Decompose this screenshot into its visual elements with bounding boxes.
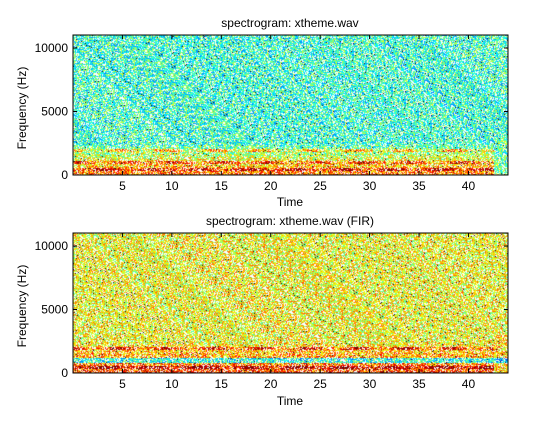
y-tick-label: 5000 bbox=[41, 303, 68, 317]
axis-ticks: 5 10 15 20 25 30 35 40 0 5000 10000 bbox=[35, 35, 508, 193]
spectrogram-image bbox=[73, 35, 508, 175]
y-tick-label: 0 bbox=[61, 168, 68, 182]
plot-frame bbox=[72, 34, 509, 176]
x-axis-label: Time bbox=[277, 394, 304, 408]
x-tick-label: 20 bbox=[264, 179, 278, 193]
y-tick-label: 10000 bbox=[35, 239, 69, 253]
chart-title: spectrogram: xtheme.wav (FIR) bbox=[206, 214, 374, 228]
x-tick-label: 10 bbox=[165, 179, 179, 193]
x-tick-label: 30 bbox=[363, 179, 377, 193]
x-axis-label: Time bbox=[277, 195, 304, 209]
spectrogram-panel-bottom: spectrogram: xtheme.wav (FIR) 5 10 15 20 25 3… bbox=[15, 214, 509, 408]
x-tick-label: 20 bbox=[264, 377, 278, 391]
y-tick-label: 5000 bbox=[41, 105, 68, 119]
x-tick-label: 10 bbox=[165, 377, 179, 391]
x-tick-label: 15 bbox=[215, 179, 229, 193]
chart-title: spectrogram: xtheme.wav bbox=[221, 16, 358, 30]
x-tick-label: 5 bbox=[119, 377, 126, 391]
x-tick-label: 15 bbox=[215, 377, 229, 391]
x-tick-label: 40 bbox=[462, 179, 476, 193]
spectrogram-panel-top: spectrogram: xtheme.wav 5 10 15 20 25 30 35 40 0… bbox=[15, 16, 509, 209]
spectrogram-image bbox=[73, 233, 508, 373]
y-axis-label: Frequency (Hz) bbox=[15, 265, 29, 348]
x-tick-label: 40 bbox=[462, 377, 476, 391]
x-tick-label: 25 bbox=[313, 179, 327, 193]
x-tick-label: 35 bbox=[412, 377, 426, 391]
plot-frame bbox=[72, 232, 509, 374]
y-tick-label: 10000 bbox=[35, 41, 69, 55]
x-tick-label: 25 bbox=[313, 377, 327, 391]
y-tick-label: 0 bbox=[61, 366, 68, 380]
x-tick-label: 30 bbox=[363, 377, 377, 391]
x-tick-label: 5 bbox=[119, 179, 126, 193]
y-axis-label: Frequency (Hz) bbox=[15, 67, 29, 150]
axis-ticks: 5 10 15 20 25 30 35 40 0 5000 10000 bbox=[35, 233, 508, 391]
x-tick-label: 35 bbox=[412, 179, 426, 193]
